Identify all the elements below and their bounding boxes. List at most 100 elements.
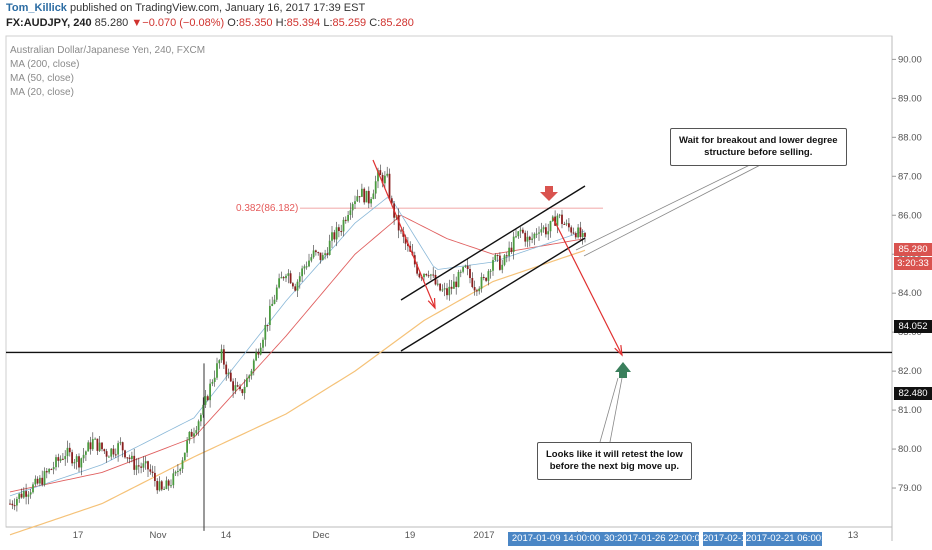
candle-body <box>59 458 62 461</box>
candle-body <box>80 458 83 468</box>
candle-body <box>195 430 198 434</box>
candle-body <box>266 324 269 326</box>
y-tick-label: 81.00 <box>898 405 922 416</box>
y-tick-label: 89.00 <box>898 93 922 104</box>
candle-body <box>510 247 513 252</box>
candle-body <box>158 481 161 491</box>
candle-body <box>388 173 391 199</box>
candle-body <box>98 442 101 451</box>
candle-body <box>135 465 138 470</box>
candle-body <box>193 433 195 437</box>
candle-body <box>188 431 191 441</box>
candle-body <box>572 232 575 234</box>
candle-body <box>301 268 303 277</box>
candle-body <box>112 448 115 455</box>
candle-body <box>259 347 262 355</box>
candle-body <box>340 231 343 233</box>
candle-body <box>374 181 377 194</box>
candle-body <box>335 227 338 240</box>
legend-ma200[interactable]: MA (200, close) <box>10 59 80 70</box>
x-tick-label: 2017 <box>473 530 494 541</box>
candle-body <box>179 469 182 471</box>
candle-body <box>163 488 165 490</box>
candle-body <box>423 273 425 278</box>
candle-body <box>11 503 14 506</box>
candle-body <box>517 231 520 237</box>
candle-body <box>154 472 156 482</box>
callout-pointer-2 <box>583 159 771 257</box>
candle-body <box>89 442 92 450</box>
candle-body <box>298 276 301 282</box>
candle-body <box>39 477 41 484</box>
candle-body <box>269 305 271 326</box>
price-label-level2: 82.480 <box>894 387 932 400</box>
candle-body <box>36 478 39 484</box>
candle-body <box>446 288 448 296</box>
ohlc-low-value: 85.259 <box>332 17 367 29</box>
candle-body <box>119 442 122 444</box>
candle-body <box>531 238 533 240</box>
candle-body <box>213 377 216 382</box>
price-label-level1: 84.052 <box>894 320 932 333</box>
x-tick-label: Nov <box>150 530 167 541</box>
candle-body <box>142 463 145 468</box>
candle-body <box>561 214 563 224</box>
candle-body <box>312 250 315 258</box>
callout-pointer-1 <box>575 159 761 251</box>
candle-body <box>333 232 336 240</box>
candle-body <box>556 215 559 226</box>
up-marker-stem <box>619 372 627 378</box>
candle-body <box>128 457 131 459</box>
candle-body <box>87 442 90 452</box>
price-change: −0.070 (−0.08%) <box>142 17 225 29</box>
candle-body <box>103 449 106 452</box>
candle-body <box>462 267 464 272</box>
candle-body <box>473 287 476 291</box>
annotation-retest-line2: before the next big move up. <box>549 461 680 472</box>
legend-ma20[interactable]: MA (20, close) <box>10 87 74 98</box>
candle-body <box>344 219 347 221</box>
ohlc-close-label: C: <box>369 17 381 29</box>
candle-body <box>75 456 78 463</box>
candle-body <box>317 252 320 254</box>
candle-body <box>85 451 87 455</box>
annotation-breakout[interactable]: Wait for breakout and lower degree struc… <box>670 128 847 166</box>
candle-body <box>448 286 451 296</box>
candle-body <box>110 448 113 457</box>
candle-body <box>296 281 299 291</box>
candle-body <box>501 264 504 270</box>
candle-body <box>32 484 34 493</box>
candle-body <box>496 254 499 256</box>
candle-body <box>416 264 418 274</box>
candle-body <box>363 188 366 203</box>
candle-body <box>225 364 228 375</box>
callout-pointer-3 <box>599 377 619 443</box>
candle-body <box>55 457 57 468</box>
annotation-breakout-line1: Wait for breakout and lower degree <box>679 135 838 146</box>
candle-body <box>563 223 566 225</box>
symbol-label[interactable]: FX:AUDJPY, 240 <box>6 17 92 29</box>
ohlc-high-label: H: <box>275 17 287 29</box>
candle-body <box>9 503 11 505</box>
candle-body <box>78 456 80 468</box>
annotation-breakout-line2: structure before selling. <box>704 147 813 158</box>
up-marker-icon <box>615 362 631 372</box>
time-label-4: 2017-02-14 <box>703 532 752 546</box>
candle-body <box>13 505 16 507</box>
author-link[interactable]: Tom_Killick <box>6 2 67 14</box>
candle-body <box>326 253 329 255</box>
candle-body <box>177 470 179 472</box>
change-arrow-icon: ▼ <box>131 17 143 29</box>
candle-body <box>400 230 402 232</box>
y-tick-label: 90.00 <box>898 54 922 65</box>
candle-body <box>197 421 200 431</box>
candle-body <box>216 363 218 378</box>
down-marker-stem <box>545 186 553 192</box>
x-tick-label: 17 <box>73 530 84 541</box>
legend-ma50[interactable]: MA (50, close) <box>10 73 74 84</box>
annotation-retest[interactable]: Looks like it will retest the low before… <box>537 442 692 480</box>
candle-body <box>121 442 124 451</box>
candle-body <box>52 467 55 470</box>
candle-body <box>342 219 345 232</box>
